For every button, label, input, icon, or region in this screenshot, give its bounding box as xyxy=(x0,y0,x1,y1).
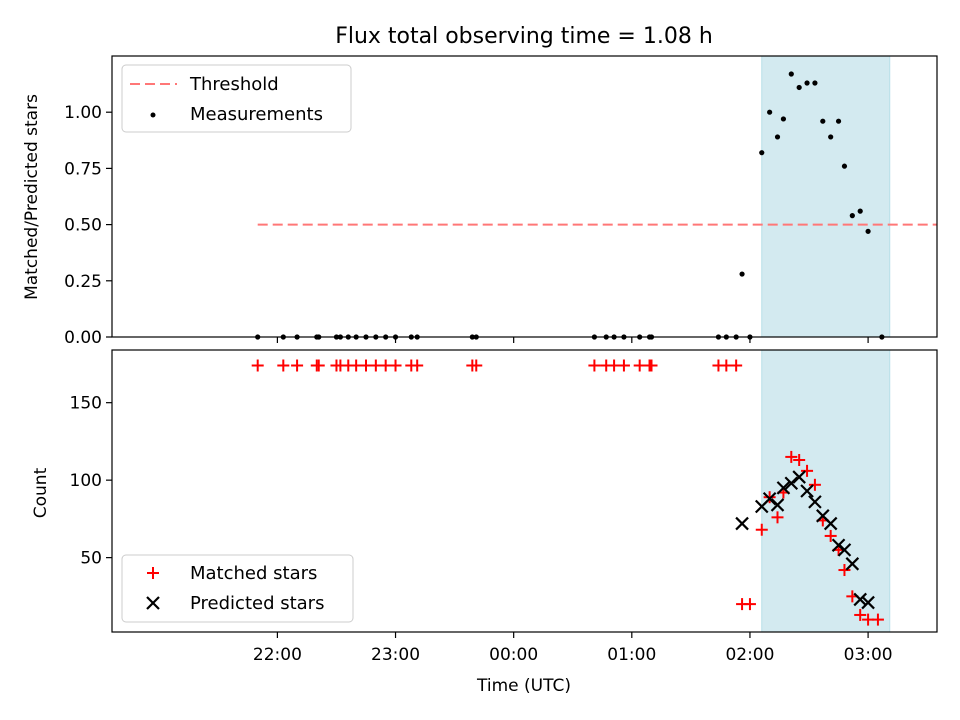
top-ytick-label: 0.75 xyxy=(64,159,102,179)
matched-star-point xyxy=(251,359,264,372)
predicted-stars-legend-label: Predicted stars xyxy=(190,593,324,614)
matched-star-point xyxy=(389,359,402,372)
predicted-star-point xyxy=(792,470,806,484)
bottom-xtick-label: 02:00 xyxy=(725,645,774,665)
matched-star-point xyxy=(730,359,743,372)
measurement-point xyxy=(812,80,818,86)
bottom-plot-frame xyxy=(111,349,938,633)
measurement-point xyxy=(828,134,834,140)
matched-star-point xyxy=(743,598,756,611)
bottom-ytick-label: 150 xyxy=(70,394,102,414)
matched-star-point xyxy=(312,359,325,372)
predicted-star-point xyxy=(776,481,791,495)
matched-stars-legend-label: Matched stars xyxy=(190,563,317,584)
predicted-star-point xyxy=(770,498,785,512)
matched-stars-legend-marker xyxy=(147,567,159,579)
predicted-star-point xyxy=(823,516,838,531)
measurement-point xyxy=(796,84,802,91)
top-legend: Threshold Measurements xyxy=(121,64,352,133)
threshold-legend-label: Threshold xyxy=(189,74,279,95)
top-ytick-label: 1.00 xyxy=(64,103,102,123)
measurement-point xyxy=(849,213,855,219)
predicted-star-point xyxy=(808,495,822,509)
matched-star-point xyxy=(411,359,424,372)
bottom-xtick-label: 00:00 xyxy=(489,645,538,665)
measurement-point xyxy=(780,116,787,122)
matched-star-point xyxy=(838,564,851,577)
matched-star-point xyxy=(617,359,630,372)
matched-star-point xyxy=(854,608,867,621)
matched-star-point xyxy=(801,464,814,477)
matched-star-point xyxy=(793,454,806,467)
predicted-star-point xyxy=(853,592,867,607)
matched-star-point xyxy=(588,359,601,372)
top-legend-box xyxy=(121,64,352,133)
matched-star-point xyxy=(645,359,658,372)
top-plot-frame xyxy=(111,55,938,338)
matched-star-point xyxy=(771,511,784,524)
bottom-xtick-label: 01:00 xyxy=(607,645,656,665)
bottom-ytick-label: 50 xyxy=(80,549,102,569)
chart-title: Flux total observing time = 1.08 h xyxy=(335,24,713,49)
measurement-point xyxy=(767,109,773,115)
top-ylabel: Matched/Predicted stars xyxy=(22,94,42,300)
matched-star-point xyxy=(871,613,884,626)
measurement-point xyxy=(774,134,781,140)
bottom-ytick-label: 100 xyxy=(70,471,102,491)
predicted-star-point xyxy=(735,516,749,531)
matched-star-point xyxy=(785,450,798,463)
bottom-xtick-label: 03:00 xyxy=(844,645,893,665)
matched-star-point xyxy=(808,478,821,491)
measurement-point xyxy=(820,118,826,124)
bottom-legend: Matched stars Predicted stars xyxy=(121,554,354,623)
matched-star-point xyxy=(824,529,837,542)
predicted-star-point xyxy=(784,476,799,491)
top-ytick-label: 0.00 xyxy=(64,328,102,348)
measurement-point xyxy=(804,80,810,86)
top-ytick-label: 0.50 xyxy=(64,216,102,236)
measurements-legend-label: Measurements xyxy=(190,104,323,125)
bottom-xtick-label: 22:00 xyxy=(253,645,302,665)
matched-star-point xyxy=(755,523,768,536)
matched-star-point xyxy=(277,359,290,372)
predicted-star-point xyxy=(837,543,852,557)
measurement-point xyxy=(841,163,848,169)
measurement-point xyxy=(857,208,863,214)
top-shaded-region xyxy=(761,55,891,338)
bottom-xlabel: Time (UTC) xyxy=(476,676,571,696)
predicted-star-point xyxy=(762,491,777,506)
bottom-xtick-label: 23:00 xyxy=(371,645,420,665)
bottom-panel: 50 100 150 22:00 23:00 00:00 01:00 02:00 03:00 C… xyxy=(31,349,938,696)
top-panel: 0.00 0.25 0.50 0.75 1.00 Matched/Predicted s… xyxy=(22,55,938,348)
predicted-star-point xyxy=(845,557,860,571)
bottom-legend-box xyxy=(121,554,354,623)
predicted-star-point xyxy=(800,484,814,498)
matched-star-point xyxy=(291,359,304,372)
measurement-point xyxy=(759,150,765,156)
predicted-stars-legend-marker xyxy=(146,596,160,610)
predicted-star-point xyxy=(861,595,875,610)
bottom-ylabel: Count xyxy=(31,467,51,518)
measurements-legend-marker xyxy=(150,112,156,118)
measurement-point xyxy=(788,71,794,77)
matched-star-point xyxy=(470,359,483,372)
measurement-point xyxy=(865,228,871,234)
measurement-point xyxy=(835,118,842,124)
top-ytick-label: 0.25 xyxy=(64,272,102,292)
measurement-point xyxy=(739,271,745,277)
